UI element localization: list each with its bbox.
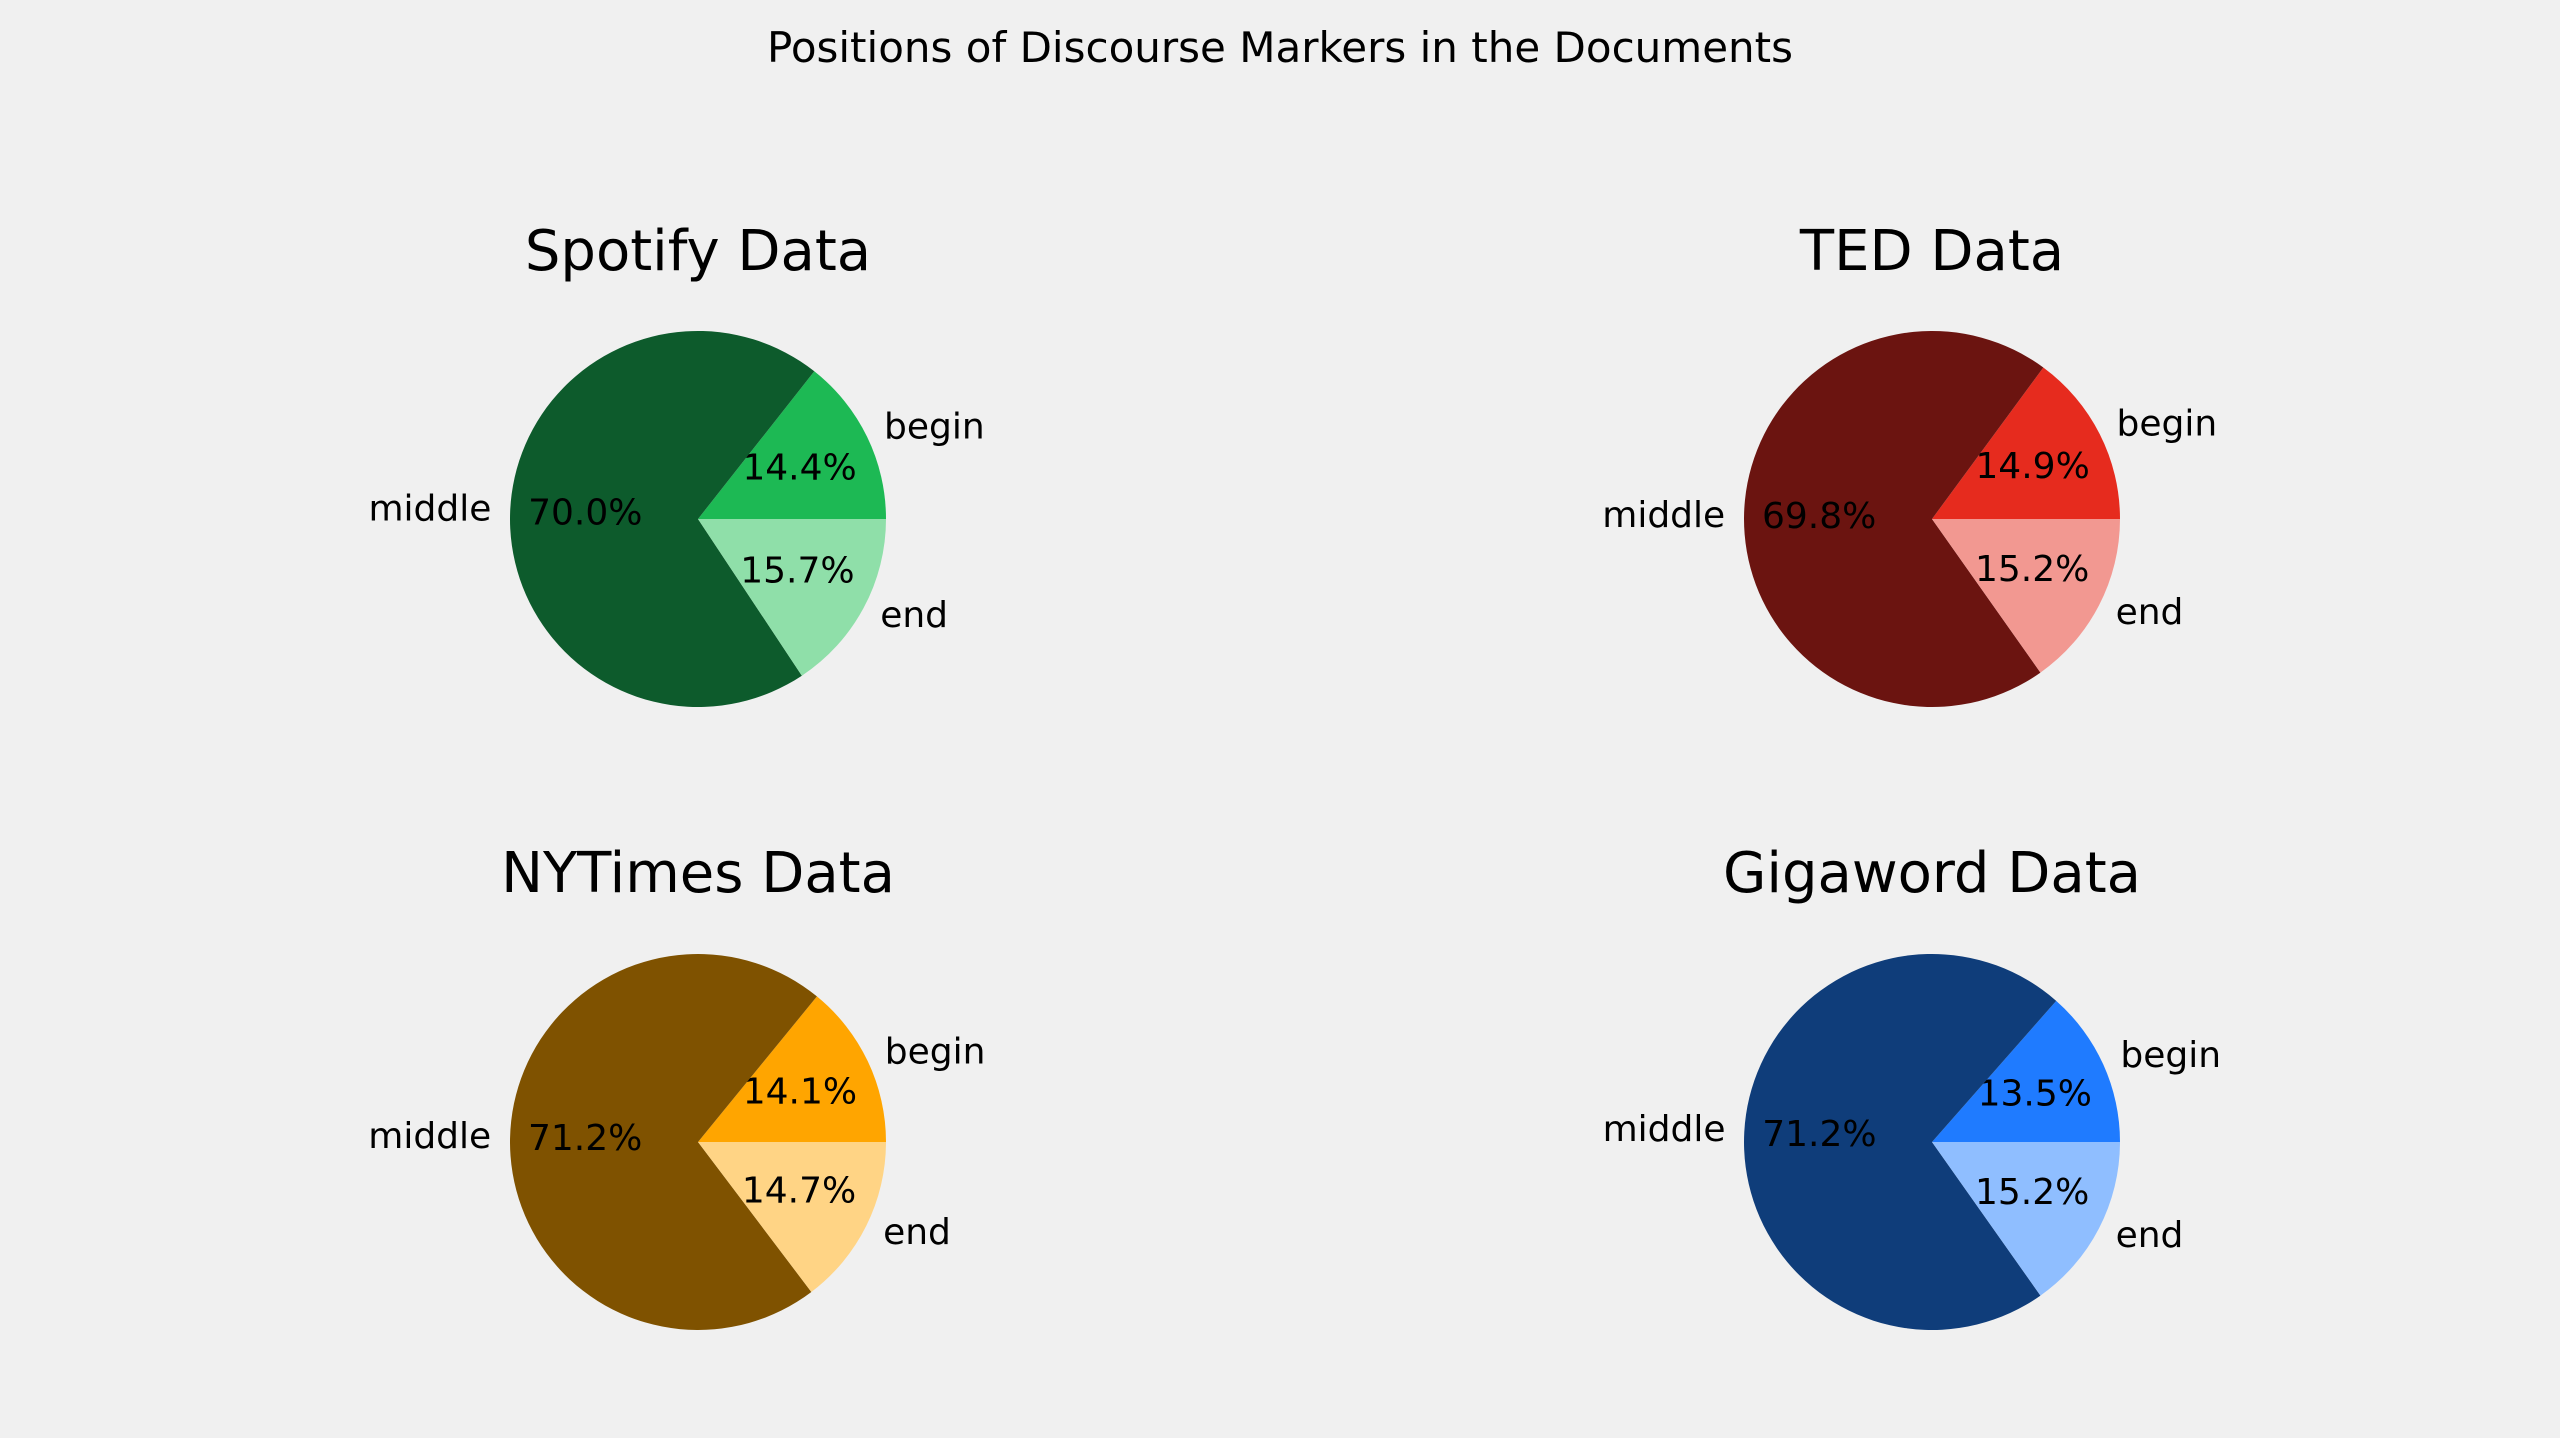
pie-slice-end bbox=[698, 1142, 886, 1292]
pie-slice-end bbox=[1932, 1142, 2121, 1296]
slice-label-begin: begin bbox=[884, 407, 985, 448]
slice-label-middle: middle bbox=[1602, 495, 1725, 536]
pie-slice-middle bbox=[509, 330, 815, 707]
pie-panel-spotify-data: Spotify Data begin 14.4% middle 70.0% end 15.7… bbox=[368, 219, 985, 707]
panel-title: TED Data bbox=[1799, 219, 2064, 284]
pie-panels: Spotify Data begin 14.4% middle 70.0% end 15.7… bbox=[368, 219, 2221, 1331]
slice-percent-middle: 70.0% bbox=[528, 492, 642, 533]
slice-label-end: end bbox=[883, 1212, 951, 1253]
pie-slice-end bbox=[698, 519, 886, 676]
slice-percent-middle: 69.8% bbox=[1762, 496, 1876, 537]
pie-slice-middle bbox=[1744, 954, 2057, 1331]
slice-label-begin: begin bbox=[2120, 1035, 2221, 1076]
slice-percent-end: 15.7% bbox=[740, 550, 854, 591]
pie-slice-begin bbox=[698, 996, 886, 1142]
panel-title: Spotify Data bbox=[525, 219, 871, 284]
slice-percent-end: 15.2% bbox=[1975, 1172, 2089, 1213]
pie-slice-middle bbox=[1744, 331, 2044, 708]
slice-percent-begin: 13.5% bbox=[1978, 1074, 2092, 1115]
pie-slice-begin bbox=[1932, 367, 2120, 519]
panel-title: NYTimes Data bbox=[501, 841, 895, 906]
pie-slice-middle bbox=[510, 954, 817, 1331]
slice-percent-middle: 71.2% bbox=[528, 1118, 642, 1159]
slice-percent-middle: 71.2% bbox=[1762, 1114, 1876, 1155]
slice-percent-end: 15.2% bbox=[1975, 549, 2089, 590]
slice-percent-begin: 14.4% bbox=[742, 448, 856, 489]
slice-label-middle: middle bbox=[1603, 1109, 1726, 1150]
slice-label-middle: middle bbox=[368, 1116, 491, 1157]
slice-label-middle: middle bbox=[368, 489, 491, 530]
slice-label-begin: begin bbox=[885, 1031, 986, 1072]
pie-panel-gigaword-data: Gigaword Data begin 13.5% middle 71.2% end 15.… bbox=[1603, 841, 2221, 1331]
pie-slice-begin bbox=[1932, 1000, 2120, 1142]
pie-slice-end bbox=[1932, 519, 2121, 673]
slice-percent-end: 14.7% bbox=[742, 1170, 856, 1211]
pie-panel-ted-data: TED Data begin 14.9% middle 69.8% end 15.2% bbox=[1602, 219, 2218, 708]
slice-label-end: end bbox=[880, 595, 948, 636]
slice-percent-begin: 14.9% bbox=[1975, 446, 2089, 487]
slice-label-begin: begin bbox=[2117, 404, 2218, 445]
pie-slice-begin bbox=[698, 371, 886, 519]
pie-panel-nytimes-data: NYTimes Data begin 14.1% middle 71.2% end 14.7… bbox=[368, 841, 986, 1331]
slice-label-end: end bbox=[2116, 1215, 2184, 1256]
slice-percent-begin: 14.1% bbox=[743, 1072, 857, 1113]
panel-title: Gigaword Data bbox=[1723, 841, 2141, 906]
figure-title: Positions of Discourse Markers in the Do… bbox=[767, 23, 1793, 72]
slice-label-end: end bbox=[2116, 592, 2184, 633]
